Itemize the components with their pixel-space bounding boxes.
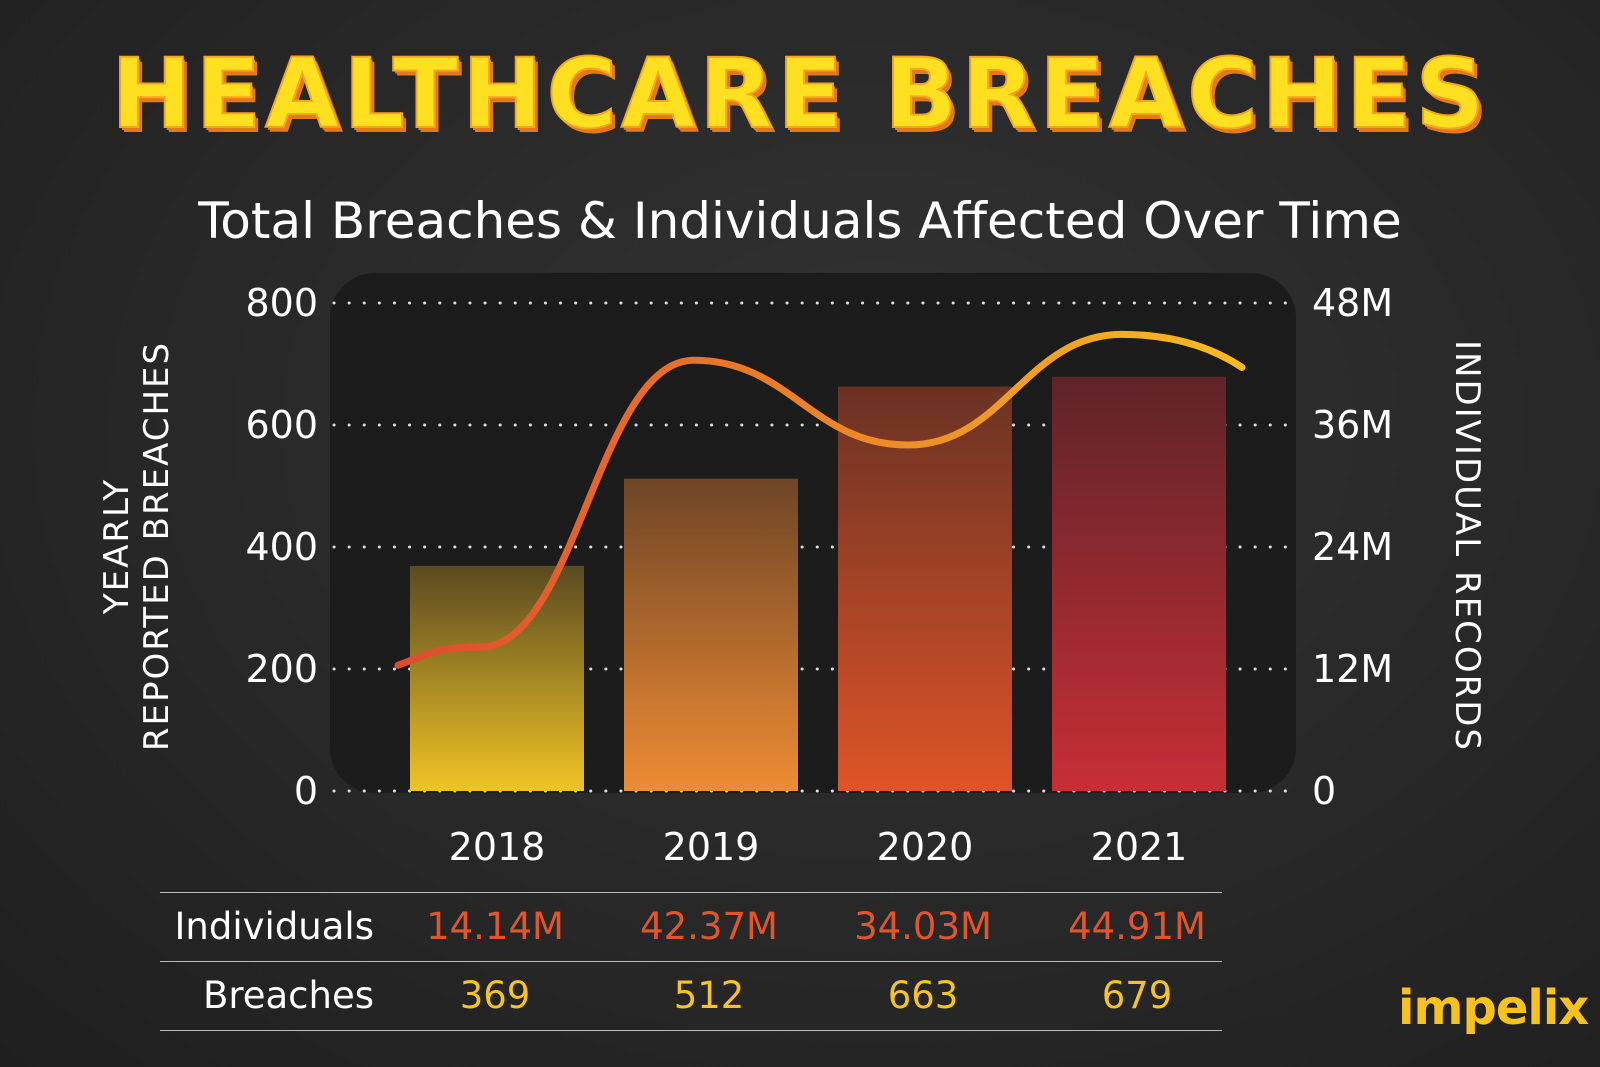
individuals-line	[394, 330, 1246, 669]
bar-2020	[838, 386, 1012, 791]
table-row-breaches: Breaches 369 512 663 679	[160, 962, 1222, 1031]
table-cell: 14.14M	[426, 905, 564, 948]
y-tick-label: 0	[294, 769, 318, 813]
bars	[410, 376, 1226, 791]
table-cell: 663	[887, 974, 959, 1017]
chart-title: Total Breaches & Individuals Affected Ov…	[198, 192, 1402, 250]
y2-tick-label: 12M	[1312, 647, 1393, 691]
table-cell: 34.03M	[854, 905, 992, 948]
bar-2021	[1052, 376, 1226, 791]
y-axis-title-line-1: YEARLY	[97, 478, 137, 615]
y-tick-label: 400	[245, 525, 318, 569]
row-header-individuals: Individuals	[174, 905, 374, 948]
table-cell: 512	[673, 974, 745, 1017]
bar-2018	[410, 565, 584, 791]
y2-tick-label: 24M	[1312, 525, 1393, 569]
y2-axis-title: INDIVIDUAL RECORDS	[1447, 340, 1487, 752]
right-axis-ticks: 0 12M 24M 36M 48M	[1312, 281, 1393, 813]
bar-2019	[624, 478, 798, 791]
table-row-individuals: Individuals 14.14M 42.37M 34.03M 44.91M	[160, 893, 1222, 962]
left-axis-ticks: 0 200 400 600 800	[245, 281, 318, 813]
y2-tick-label: 0	[1312, 769, 1336, 813]
brand-logo: impelix	[1398, 980, 1589, 1036]
individuals-line-layer	[394, 330, 1246, 669]
y2-tick-label: 36M	[1312, 403, 1393, 447]
main-title: HEALTHCARE BREACHES	[110, 37, 1489, 151]
x-axis-categories: 2018 2019 2020 2021	[449, 825, 1188, 869]
table-cell: 679	[1101, 974, 1173, 1017]
table-cell: 42.37M	[640, 905, 778, 948]
y2-tick-label: 48M	[1312, 281, 1393, 325]
y-axis-title-line-2: REPORTED BREACHES	[137, 341, 177, 751]
y-tick-label: 600	[245, 403, 318, 447]
x-category-label: 2020	[877, 825, 974, 869]
table-cell: 44.91M	[1068, 905, 1206, 948]
x-category-label: 2019	[663, 825, 760, 869]
x-category-label: 2021	[1091, 825, 1188, 869]
table-cell: 369	[459, 974, 531, 1017]
data-table: Individuals 14.14M 42.37M 34.03M 44.91M …	[160, 892, 1222, 1031]
y-tick-label: 200	[245, 647, 318, 691]
x-category-label: 2018	[449, 825, 546, 869]
y-tick-label: 800	[245, 281, 318, 325]
row-header-breaches: Breaches	[202, 974, 374, 1017]
